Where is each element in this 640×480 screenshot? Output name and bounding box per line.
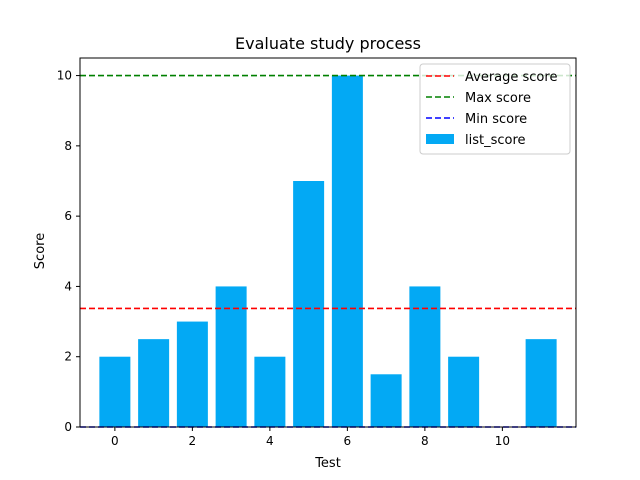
bar-8 [409,286,441,427]
x-tick-label: 10 [495,434,510,448]
bars-layer [99,75,557,428]
x-tick-label: 8 [421,434,429,448]
x-tick-label: 0 [111,434,119,448]
bar-0 [99,356,131,427]
bar-6 [331,75,363,428]
y-tick-label: 2 [64,350,72,364]
bar-4 [254,356,286,427]
ticks-layer: 0 2 4 6 8 10 0 2 4 6 8 10 [57,69,510,448]
chart-title: Evaluate study process [235,34,421,53]
y-tick-label: 10 [57,69,72,83]
bar-11 [525,339,557,427]
legend-label-average-score: Average score [465,70,557,85]
bar-2 [176,321,208,427]
bar-7 [370,374,402,427]
legend: Average score Max score Min score list_scor… [419,63,571,155]
legend-swatch-list-score [426,134,454,144]
bar-5 [293,181,325,427]
plot-frame [79,57,577,428]
y-tick-label: 4 [64,279,72,293]
y-axis-label: Score [33,233,48,269]
legend-box [419,63,571,155]
legend-label-list-score: list_score [465,133,526,148]
x-tick-label: 6 [344,434,352,448]
y-tick-label: 6 [64,209,72,223]
axes-frame [79,57,577,428]
bar-1 [138,339,170,427]
x-tick-label: 4 [266,434,274,448]
bar-3 [215,286,247,427]
bar-9 [448,356,480,427]
legend-label-min-score: Min score [465,112,527,127]
x-tick-label: 2 [189,434,197,448]
y-tick-label: 8 [64,139,72,153]
x-axis-label: Test [314,456,341,471]
y-tick-label: 0 [64,420,72,434]
legend-label-max-score: Max score [465,91,531,106]
